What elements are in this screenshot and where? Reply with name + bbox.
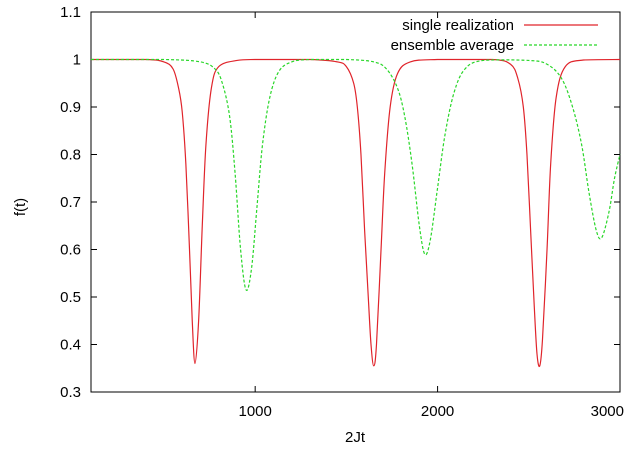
- series-layer: [90, 58, 621, 368]
- y-tick-label: 0.6: [60, 242, 81, 259]
- x-axis-title: 2Jt: [345, 429, 366, 446]
- x-axis: 1000 2000 3000: [238, 12, 624, 420]
- y-tick-label: 1: [73, 52, 81, 69]
- y-tick-label: 1.1: [60, 4, 81, 21]
- legend-label-single-realization: single realization: [402, 17, 514, 34]
- y-tick-label: 0.5: [60, 289, 81, 306]
- y-tick-label: 0.8: [60, 147, 81, 164]
- y-tick-label: 0.7: [60, 194, 81, 211]
- x-tick-label: 3000: [591, 403, 624, 420]
- y-tick-label: 0.3: [60, 384, 81, 401]
- legend-label-ensemble-average: ensemble average: [391, 37, 514, 54]
- legend: single realization ensemble average: [391, 17, 598, 54]
- y-tick-label: 0.9: [60, 99, 81, 116]
- plot-frame: [90, 11, 621, 393]
- series-line-single-realization: [90, 58, 621, 368]
- y-tick-label: 0.4: [60, 337, 81, 354]
- x-tick-label: 2000: [421, 403, 454, 420]
- x-tick-label: 1000: [238, 403, 271, 420]
- y-axis-title: f(t): [12, 198, 29, 216]
- y-axis: 0.3 0.4 0.5 0.6 0.7 0.8 0.9 1 1.1: [60, 4, 620, 401]
- series-line-ensemble-average: [90, 58, 621, 292]
